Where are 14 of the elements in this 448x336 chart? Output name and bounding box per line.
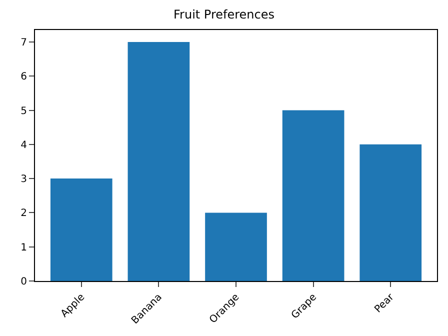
bar <box>205 212 267 281</box>
bar <box>282 110 344 281</box>
chart-title: Fruit Preferences <box>174 7 274 22</box>
y-tick-label: 1 <box>20 242 27 254</box>
y-tick-label: 3 <box>20 174 27 186</box>
bar <box>128 42 190 281</box>
y-tick-label: 2 <box>20 208 27 220</box>
y-tick-label: 6 <box>20 72 27 83</box>
bar <box>50 178 112 281</box>
y-tick-label: 7 <box>20 37 27 48</box>
y-tick-label: 5 <box>20 106 27 117</box>
y-tick-label: 0 <box>20 276 27 288</box>
y-tick-label: 4 <box>20 140 27 151</box>
bar <box>360 144 422 281</box>
